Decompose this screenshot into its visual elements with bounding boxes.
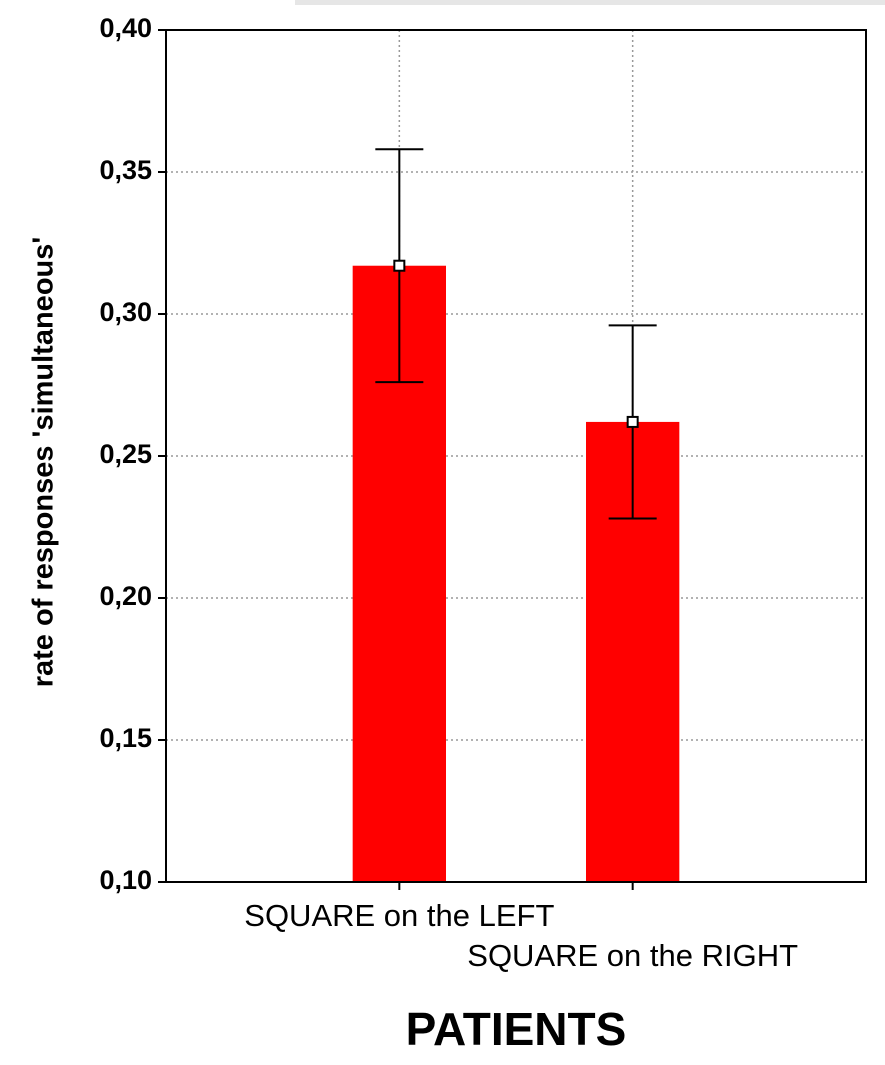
y-tick-label: 0,20 xyxy=(99,581,152,611)
y-axis-label: rate of responses 'simultaneous' xyxy=(28,237,60,688)
y-tick-label: 0,35 xyxy=(99,155,152,185)
y-tick-label: 0,15 xyxy=(99,723,152,753)
y-tick-label: 0,30 xyxy=(99,297,152,327)
y-tick-label: 0,40 xyxy=(99,13,152,43)
plot-frame xyxy=(165,29,867,883)
top-strip xyxy=(295,0,885,5)
x-tick-label: SQUARE on the RIGHT xyxy=(467,938,798,973)
x-tick-label: SQUARE on the LEFT xyxy=(244,898,554,933)
x-axis-label: PATIENTS xyxy=(406,1003,627,1055)
y-tick-label: 0,10 xyxy=(99,865,152,895)
mean-marker xyxy=(626,415,639,428)
y-tick-label: 0,25 xyxy=(99,439,152,469)
mean-marker xyxy=(393,259,406,272)
